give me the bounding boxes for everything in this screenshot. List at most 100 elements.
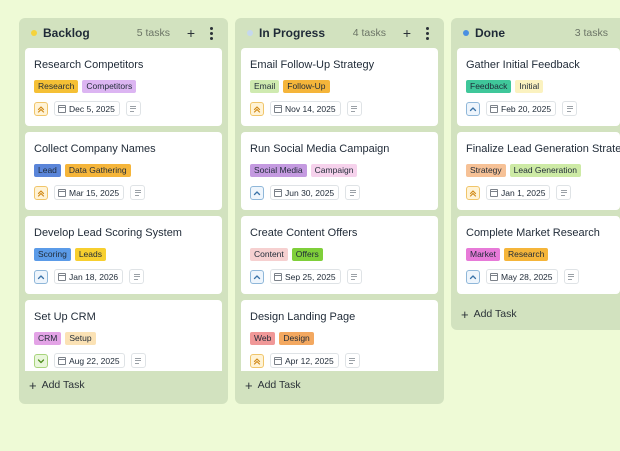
menu-lines-icon[interactable]: [129, 269, 145, 284]
task-meta: Mar 15, 2025: [34, 185, 213, 200]
menu-lines-icon[interactable]: [346, 269, 362, 284]
task-card[interactable]: Research Competitors Research Competitors D…: [25, 48, 222, 126]
priority-button[interactable]: [250, 269, 264, 284]
column-done: Done 3 tasks Gather Initial Feedback Feed…: [451, 18, 620, 330]
task-count: 3 tasks: [574, 27, 608, 39]
add-task-button[interactable]: + Add Task: [451, 300, 620, 328]
calendar-icon: [274, 188, 282, 197]
due-date-button[interactable]: Mar 15, 2025: [54, 185, 125, 200]
due-date: Mar 15, 2025: [69, 187, 120, 198]
column-title: Done: [475, 26, 505, 40]
calendar-icon: [58, 104, 66, 113]
chevron-up-icon: [253, 274, 261, 279]
priority-button[interactable]: [34, 353, 48, 368]
priority-button[interactable]: [466, 185, 480, 200]
task-meta: Dec 5, 2025: [34, 101, 213, 116]
menu-lines-icon[interactable]: [345, 185, 361, 200]
task-title: Develop Lead Scoring System: [34, 227, 182, 239]
priority-button[interactable]: [466, 269, 480, 284]
task-title: Design Landing Page: [250, 311, 356, 323]
due-date-button[interactable]: Feb 20, 2025: [486, 101, 557, 116]
menu-lines-icon[interactable]: [562, 101, 578, 116]
task-card[interactable]: Develop Lead Scoring System Scoring Leads J…: [25, 216, 222, 294]
due-date-button[interactable]: Jan 1, 2025: [486, 185, 551, 200]
column-header: In Progress 4 tasks +: [235, 18, 444, 48]
due-date-button[interactable]: Apr 12, 2025: [270, 353, 339, 368]
plus-icon[interactable]: +: [186, 25, 196, 41]
tag-badge: Data Gathering: [64, 164, 131, 177]
tag-badge: CRM: [34, 332, 62, 345]
due-date-button[interactable]: May 28, 2025: [486, 269, 558, 284]
tag-badge: Strategy: [466, 164, 506, 177]
double-chevron-up-icon: [253, 357, 261, 365]
task-meta: Feb 20, 2025: [466, 101, 611, 116]
tag-badge: Research: [503, 248, 549, 261]
task-card[interactable]: Complete Market Research Market Research Ma…: [457, 216, 620, 294]
task-title: Create Content Offers: [250, 227, 358, 239]
task-card[interactable]: Email Follow-Up Strategy Email Follow-Up No…: [241, 48, 438, 126]
tag-list: Email Follow-Up: [250, 80, 429, 93]
due-date-button[interactable]: Dec 5, 2025: [54, 101, 120, 116]
menu-lines-icon[interactable]: [346, 101, 362, 116]
due-date-button[interactable]: Aug 22, 2025: [54, 353, 125, 368]
due-date-button[interactable]: Jun 30, 2025: [270, 185, 340, 200]
tag-list: Research Competitors: [34, 80, 213, 93]
chevron-up-icon: [37, 274, 45, 279]
card-list[interactable]: Research Competitors Research Competitors D…: [19, 48, 228, 371]
menu-lines-icon[interactable]: [563, 269, 579, 284]
add-task-button[interactable]: + Add Task: [19, 371, 228, 399]
due-date-button[interactable]: Sep 25, 2025: [270, 269, 341, 284]
task-card[interactable]: Collect Company Names Lead Data Gathering M…: [25, 132, 222, 210]
priority-button[interactable]: [250, 353, 264, 368]
menu-lines-icon[interactable]: [130, 185, 146, 200]
priority-button[interactable]: [34, 101, 48, 116]
menu-lines-icon[interactable]: [130, 353, 146, 368]
task-card[interactable]: Design Landing Page Web Design Apr 12, 2025: [241, 300, 438, 371]
task-count: 4 tasks: [352, 27, 386, 39]
chevron-up-icon: [469, 274, 477, 279]
menu-lines-icon[interactable]: [344, 353, 360, 368]
calendar-icon: [490, 272, 498, 281]
task-card[interactable]: Gather Initial Feedback Feedback Initial Fe…: [457, 48, 620, 126]
due-date: Jan 18, 2026: [69, 271, 119, 282]
double-chevron-up-icon: [37, 189, 45, 197]
add-task-button[interactable]: + Add Task: [235, 371, 444, 399]
priority-button[interactable]: [250, 101, 264, 116]
tag-badge: Follow-Up: [283, 80, 330, 93]
menu-lines-icon[interactable]: [125, 101, 141, 116]
task-card[interactable]: Set Up CRM CRM Setup Aug 22, 2025: [25, 300, 222, 371]
priority-button[interactable]: [34, 269, 48, 284]
priority-button[interactable]: [250, 185, 264, 200]
chevron-down-icon: [37, 358, 45, 363]
card-list[interactable]: Gather Initial Feedback Feedback Initial Fe…: [451, 48, 620, 300]
tag-list: Strategy Lead Generation: [466, 164, 611, 177]
plus-icon: +: [245, 377, 253, 393]
due-date: Dec 5, 2025: [69, 103, 115, 114]
tag-badge: Lead: [34, 164, 61, 177]
task-card[interactable]: Finalize Lead Generation Strategy Strateg…: [457, 132, 620, 210]
priority-button[interactable]: [34, 185, 48, 200]
due-date: Jun 30, 2025: [285, 187, 335, 198]
calendar-icon: [490, 188, 498, 197]
due-date-button[interactable]: Jan 18, 2026: [54, 269, 124, 284]
tag-badge: Offers: [291, 248, 323, 261]
more-vertical-icon[interactable]: [420, 26, 434, 40]
due-date: May 28, 2025: [501, 271, 553, 282]
tag-list: Scoring Leads: [34, 248, 213, 261]
task-card[interactable]: Create Content Offers Content Offers Sep 25…: [241, 216, 438, 294]
tag-list: Web Design: [250, 332, 429, 345]
calendar-icon: [58, 272, 66, 281]
due-date-button[interactable]: Nov 14, 2025: [270, 101, 341, 116]
menu-lines-icon[interactable]: [556, 185, 572, 200]
tag-list: Market Research: [466, 248, 611, 261]
tag-list: Content Offers: [250, 248, 429, 261]
plus-icon: +: [461, 306, 469, 322]
tag-badge: Lead Generation: [509, 164, 581, 177]
task-card[interactable]: Run Social Media Campaign Social Media Cam…: [241, 132, 438, 210]
card-list[interactable]: Email Follow-Up Strategy Email Follow-Up No…: [235, 48, 444, 371]
priority-button[interactable]: [466, 101, 480, 116]
task-title: Complete Market Research: [466, 227, 600, 239]
more-vertical-icon[interactable]: [204, 26, 218, 40]
task-title: Research Competitors: [34, 59, 144, 71]
plus-icon[interactable]: +: [402, 25, 412, 41]
